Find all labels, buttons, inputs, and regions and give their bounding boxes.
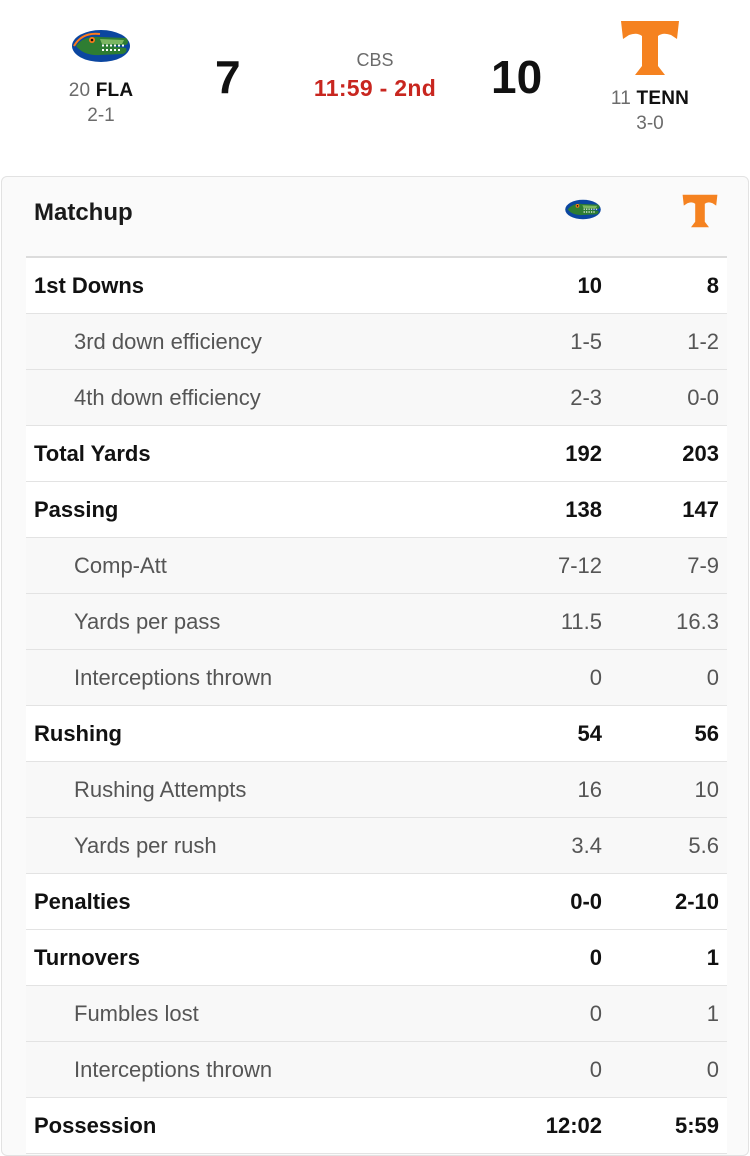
stat-row: Possession 12:02 5:59 [26, 1098, 727, 1154]
stat-row: Total Yards 192 203 [26, 426, 727, 482]
stat-row: Interceptions thrown 0 0 [26, 650, 727, 706]
home-stat-value: 1-2 [687, 329, 719, 354]
away-stat-value: 192 [565, 441, 602, 466]
home-stat-value: 5:59 [674, 1113, 719, 1138]
gator-logo-icon [72, 30, 130, 62]
home-rank: 11 [610, 88, 632, 109]
away-stat-value: 0-0 [570, 889, 602, 914]
home-stat-value: 1 [706, 1001, 719, 1026]
home-stat-value: 0-0 [687, 385, 719, 410]
away-stat-value: 138 [565, 497, 602, 522]
away-stat-value: 0 [589, 945, 602, 970]
stat-label: Yards per rush [74, 833, 217, 858]
stat-row: Penalties 0-0 2-10 [26, 874, 727, 930]
home-stat-value: 0 [706, 665, 719, 690]
stat-row: Turnovers 0 1 [26, 930, 727, 986]
matchup-card: Matchup 1st Downs 10 8 3rd down efficiency… [1, 176, 749, 1156]
away-stat-value: 0 [589, 1057, 602, 1082]
home-score: 10 [491, 51, 543, 103]
stat-row: Rushing 54 56 [26, 706, 727, 762]
stat-row: Yards per rush 3.4 5.6 [26, 818, 727, 874]
away-stat-value: 0 [589, 1001, 602, 1026]
stat-label: Fumbles lost [74, 1001, 199, 1026]
stat-label: 4th down efficiency [74, 385, 261, 410]
stat-label: Interceptions thrown [74, 1057, 273, 1082]
away-team[interactable]: 20 FLA 2-1 [21, 26, 181, 127]
gator-logo-icon [565, 199, 601, 220]
stat-row: Passing 138 147 [26, 482, 727, 538]
stat-row: 1st Downs 10 8 [26, 258, 727, 314]
away-rank: 20 [68, 80, 91, 101]
stat-label: Yards per pass [74, 609, 221, 634]
stat-row: Interceptions thrown 0 0 [26, 1042, 727, 1098]
away-stat-value: 0 [589, 665, 602, 690]
stat-label: 1st Downs [34, 273, 145, 298]
power-t-logo-icon [682, 194, 718, 228]
home-stat-value: 147 [682, 497, 719, 522]
away-record: 2-1 [87, 105, 115, 126]
home-stat-value: 2-10 [674, 889, 719, 914]
stat-row: Rushing Attempts 16 10 [26, 762, 727, 818]
scoreboard: 20 FLA 2-1 7 CBS 11:59 - 2nd 10 11 TENN … [0, 0, 750, 176]
stat-label: Rushing [34, 721, 122, 746]
network-label: CBS [356, 50, 394, 70]
stat-label: Total Yards [34, 441, 151, 466]
stat-label: Rushing Attempts [74, 777, 247, 802]
matchup-title: Matchup [34, 199, 133, 226]
home-stat-value: 0 [706, 1057, 719, 1082]
stat-label: Turnovers [34, 945, 140, 970]
stat-row: Yards per pass 11.5 16.3 [26, 594, 727, 650]
home-stat-value: 10 [694, 777, 719, 802]
away-stat-value: 11.5 [560, 609, 602, 634]
home-abbr: TENN [636, 88, 690, 109]
stat-label: Comp-Att [74, 553, 167, 578]
power-t-logo-icon [621, 21, 679, 75]
matchup-header: Matchup [26, 177, 727, 258]
away-stat-value: 3.4 [571, 833, 602, 858]
stat-label: Passing [34, 497, 119, 522]
away-stat-value: 1-5 [570, 329, 602, 354]
away-stat-value: 2-3 [570, 385, 602, 410]
home-team-name: 11 TENN [570, 88, 730, 110]
stat-label: 3rd down efficiency [74, 329, 262, 354]
home-stat-value: 203 [682, 441, 719, 466]
stat-row: Fumbles lost 0 1 [26, 986, 727, 1042]
home-record: 3-0 [636, 113, 664, 134]
stats-table: 1st Downs 10 8 3rd down efficiency 1-5 1-2 4… [26, 258, 727, 1154]
home-stat-value: 16.3 [676, 609, 719, 634]
away-stat-value: 54 [577, 721, 602, 746]
away-team-name: 20 FLA [21, 80, 181, 102]
stat-row: 3rd down efficiency 1-5 1-2 [26, 314, 727, 370]
home-stat-value: 8 [706, 273, 719, 298]
stat-label: Penalties [34, 889, 131, 914]
home-stat-value: 7-9 [687, 553, 719, 578]
game-status: CBS 11:59 - 2nd [290, 50, 460, 102]
away-abbr: FLA [95, 80, 134, 101]
away-stat-value: 16 [577, 777, 602, 802]
game-clock: 11:59 - 2nd [313, 75, 437, 101]
home-stat-value: 1 [706, 945, 719, 970]
home-stat-value: 56 [694, 721, 719, 746]
away-stat-value: 10 [577, 273, 602, 298]
home-stat-value: 5.6 [688, 833, 719, 858]
stat-label: Possession [34, 1113, 157, 1138]
home-team[interactable]: 11 TENN 3-0 [570, 18, 730, 135]
away-stat-value: 7-12 [557, 553, 602, 578]
stat-label: Interceptions thrown [74, 665, 273, 690]
stat-row: 4th down efficiency 2-3 0-0 [26, 370, 727, 426]
away-score: 7 [215, 51, 241, 103]
stat-row: Comp-Att 7-12 7-9 [26, 538, 727, 594]
away-stat-value: 12:02 [545, 1113, 602, 1138]
